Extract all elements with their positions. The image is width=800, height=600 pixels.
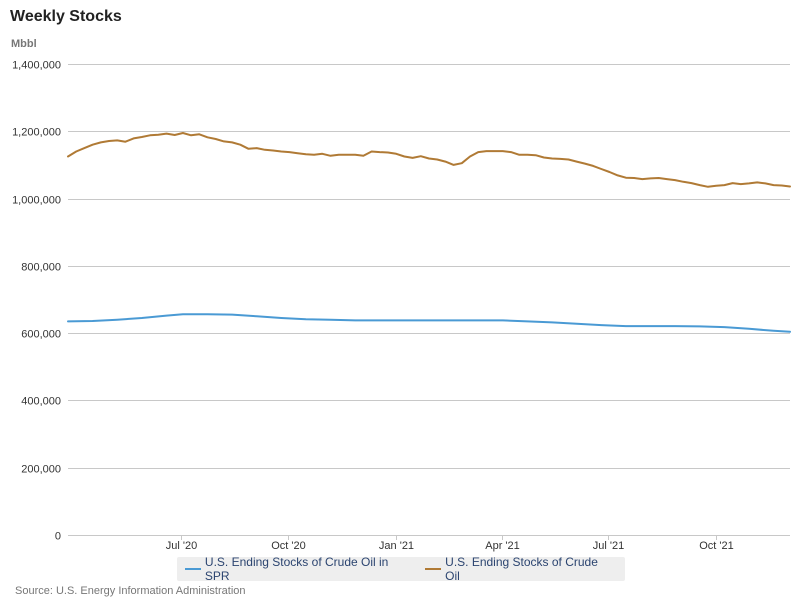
- x-axis-ticks: Jul '20 Oct '20 Jan '21 Apr '21 Jul '21 Oct '…: [166, 535, 734, 552]
- legend-item-crude[interactable]: U.S. Ending Stocks of Crude Oil: [425, 555, 615, 583]
- series-line-crude: [67, 132, 791, 188]
- y-tick-label: 1,000,000: [12, 195, 61, 207]
- y-tick-label: 400,000: [21, 396, 61, 408]
- series-lines: [67, 132, 791, 333]
- y-gridlines: [68, 64, 790, 536]
- legend-label-crude: U.S. Ending Stocks of Crude Oil: [445, 555, 598, 583]
- line-chart: 0 200,000 400,000 600,000 800,000 1,000,000 1,…: [12, 60, 791, 552]
- source-note: Source: U.S. Energy Information Administ…: [15, 585, 246, 597]
- x-tick-label: Apr '21: [485, 540, 520, 552]
- legend-item-spr[interactable]: U.S. Ending Stocks of Crude Oil in SPR: [185, 555, 415, 583]
- y-tick-label: 800,000: [21, 262, 61, 274]
- x-tick-label: Oct '21: [699, 540, 734, 552]
- legend: U.S. Ending Stocks of Crude Oil in SPR U…: [177, 555, 625, 583]
- y-axis-ticks: 0 200,000 400,000 600,000 800,000 1,000,000 1,…: [12, 60, 61, 543]
- y-tick-label: 0: [55, 531, 61, 543]
- y-axis-unit-label: Mbbl: [11, 38, 37, 50]
- x-tick-label: Jul '20: [166, 540, 197, 552]
- x-tick-label: Jan '21: [379, 540, 414, 552]
- y-tick-label: 600,000: [21, 329, 61, 341]
- y-tick-label: 200,000: [21, 464, 61, 476]
- legend-swatch-crude: [425, 568, 442, 570]
- legend-label-spr: U.S. Ending Stocks of Crude Oil in SPR: [204, 555, 389, 583]
- y-tick-label: 1,200,000: [12, 127, 61, 139]
- x-tick-label: Oct '20: [271, 540, 306, 552]
- series-line-spr: [67, 313, 791, 333]
- legend-swatch-spr: [185, 568, 201, 570]
- x-tick-label: Jul '21: [593, 540, 624, 552]
- y-tick-label: 1,400,000: [12, 60, 61, 72]
- chart-title: Weekly Stocks: [10, 8, 122, 25]
